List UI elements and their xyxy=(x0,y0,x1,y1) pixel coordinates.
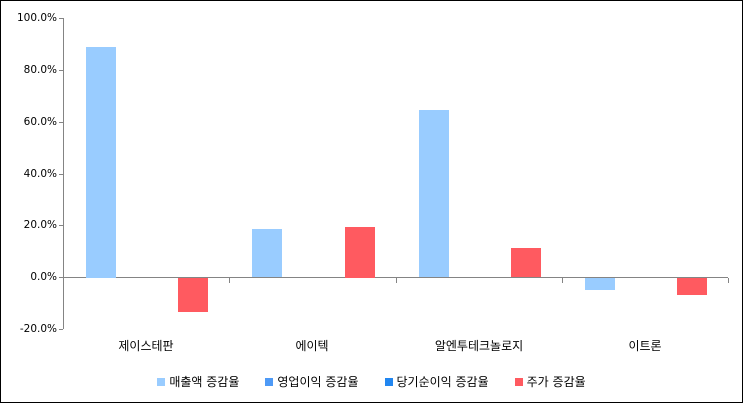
y-axis-tick-label: 20.0% xyxy=(23,219,57,232)
legend-swatch xyxy=(265,377,274,386)
category-label: 이트론 xyxy=(628,339,662,353)
x-tick-mark xyxy=(562,278,563,284)
bar-주가 증감율-에이텍 xyxy=(345,227,375,278)
y-tick-mark xyxy=(59,329,63,330)
y-tick-mark xyxy=(59,121,63,123)
y-axis-line xyxy=(63,18,64,329)
y-axis-tick-label: -20.0% xyxy=(19,323,57,335)
bar-주가 증감율-이트론 xyxy=(677,278,707,295)
legend-swatch xyxy=(384,377,393,386)
legend-item: 매출액 증감율 xyxy=(157,373,239,390)
legend: 매출액 증감율 영업이익 증감율 당기순이익 증감율 주가 증감율 xyxy=(1,373,742,390)
y-tick-mark xyxy=(59,277,63,279)
legend-swatch xyxy=(514,377,523,386)
bar-매출액 증감율-이트론 xyxy=(585,278,615,290)
bar-주가 증감율-제이스테판 xyxy=(178,278,208,312)
bar-매출액 증감율-알엔투테크놀로지 xyxy=(419,110,449,277)
x-tick-mark xyxy=(728,278,729,284)
legend-swatch xyxy=(157,377,166,386)
category-label: 알엔투테크놀로지 xyxy=(434,339,524,353)
legend-item: 주가 증감율 xyxy=(514,373,586,390)
y-tick-mark xyxy=(59,18,63,19)
y-axis-tick-label: 0.0% xyxy=(30,271,57,284)
legend-item: 당기순이익 증감율 xyxy=(384,373,489,390)
legend-label: 주가 증감율 xyxy=(526,375,586,389)
zero-baseline xyxy=(63,277,728,279)
bar-주가 증감율-알엔투테크놀로지 xyxy=(511,248,541,277)
legend-label: 당기순이익 증감율 xyxy=(396,375,489,389)
y-tick-mark xyxy=(59,225,63,227)
x-tick-mark xyxy=(396,278,397,284)
category-label: 제이스테판 xyxy=(118,339,174,353)
legend-label: 영업이익 증감율 xyxy=(277,375,359,389)
y-axis-tick-label: 60.0% xyxy=(23,115,57,128)
y-tick-mark xyxy=(59,69,63,71)
bar-매출액 증감율-에이텍 xyxy=(252,229,282,277)
legend-item: 영업이익 증감율 xyxy=(265,373,359,390)
y-axis-tick-label: 40.0% xyxy=(23,167,57,180)
y-tick-mark xyxy=(59,173,63,175)
y-axis-tick-label: 80.0% xyxy=(23,63,57,76)
legend-label: 매출액 증감율 xyxy=(169,375,240,389)
y-axis-tick-label: 100.0% xyxy=(16,12,57,24)
category-label: 에이텍 xyxy=(295,339,329,353)
x-tick-mark xyxy=(229,278,230,284)
bar-매출액 증감율-제이스테판 xyxy=(86,47,116,278)
